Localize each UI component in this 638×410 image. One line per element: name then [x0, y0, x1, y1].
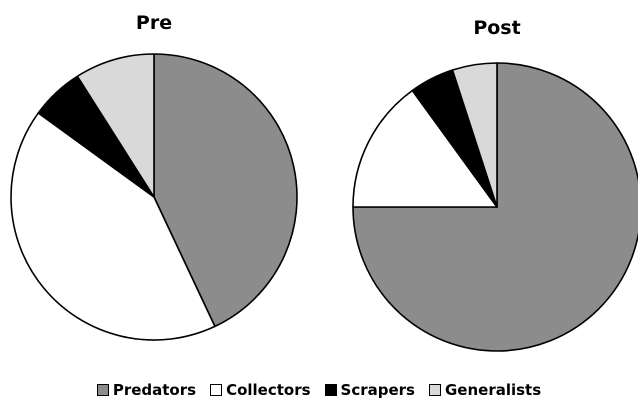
- legend-item-scrapers: Scrapers: [324, 381, 415, 399]
- pie-chart-post: [352, 62, 638, 352]
- pie-slice-pre-generalists: [76, 53, 155, 198]
- legend-swatch-collectors: [210, 384, 223, 396]
- legend: Predators Collectors Scrapers Generalist…: [0, 381, 638, 399]
- legend-swatch-scrapers: [324, 384, 337, 396]
- pie-slice-post-predators: [352, 62, 638, 352]
- legend-label-scrapers: Scrapers: [340, 381, 415, 399]
- pie-title-post: Post: [473, 17, 521, 39]
- pie-title-pre: Pre: [135, 12, 173, 34]
- pie-slice-post-collectors: [352, 89, 498, 208]
- pie-slice-pre-collectors: [10, 112, 216, 341]
- legend-item-generalists: Generalists: [428, 381, 542, 399]
- pie-slice-post-generalists: [451, 62, 498, 208]
- legend-label-predators: Predators: [112, 381, 197, 399]
- legend-item-predators: Predators: [96, 381, 197, 399]
- legend-label-collectors: Collectors: [226, 381, 311, 399]
- pie-slice-pre-predators: [153, 53, 298, 328]
- pie-chart-pre: [10, 53, 298, 341]
- legend-label-generalists: Generalists: [444, 381, 542, 399]
- legend-swatch-generalists: [428, 384, 441, 396]
- legend-item-collectors: Collectors: [210, 381, 311, 399]
- legend-swatch-predators: [96, 384, 109, 396]
